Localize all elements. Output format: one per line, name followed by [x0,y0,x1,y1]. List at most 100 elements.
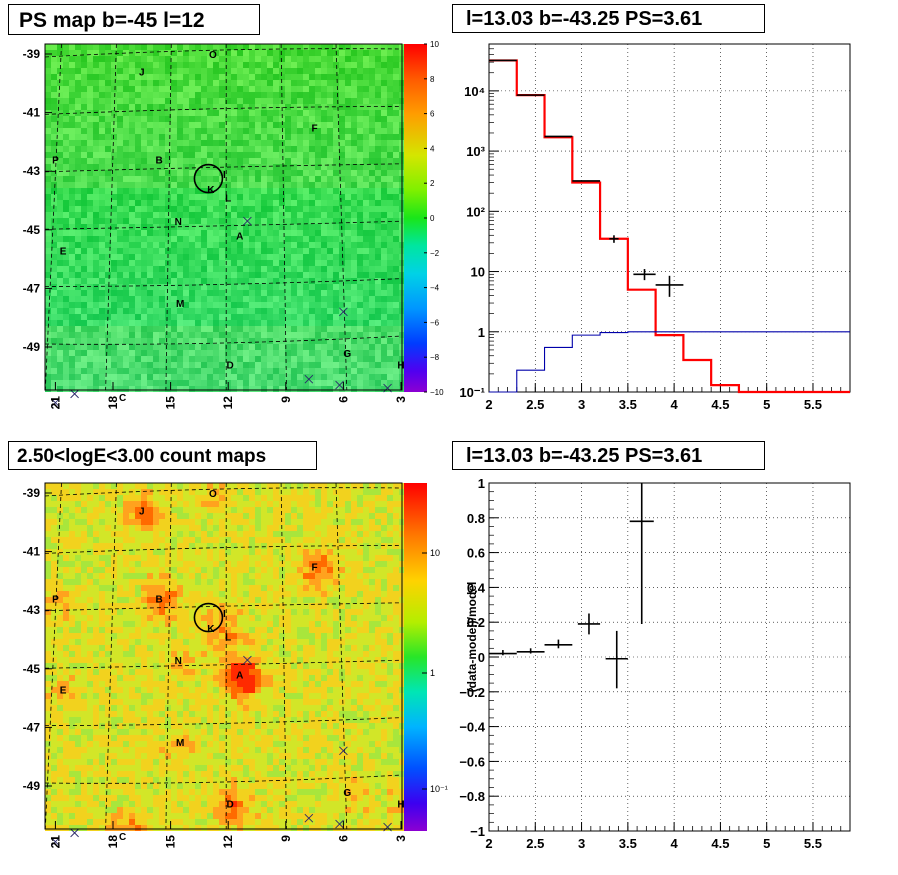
colorbar-tick-label: 10 [430,40,439,49]
ps-map-pixel [291,110,297,116]
ps-map-pixel [93,284,99,290]
ps-map-pixel [363,236,369,242]
ps-map-pixel [303,122,309,128]
ps-map-pixel [297,350,303,356]
ps-map-pixel [243,110,249,116]
cm-map-pixel [303,555,309,561]
ps-map-pixel [363,350,369,356]
cm-map-pixel [75,603,81,609]
ps-map-pixel [75,68,81,74]
ps-map-pixel [285,278,291,284]
ps-map-pixel [273,164,279,170]
cm-map-pixel [141,531,147,537]
ps-map-pixel [135,326,141,332]
ps-map-pixel [183,194,189,200]
ps-map-pixel [243,116,249,122]
cm-map-pixel [189,555,195,561]
ps-map-pixel [189,188,195,194]
ps-map-pixel [345,344,351,350]
ps-map-pixel [123,368,129,374]
ps-parallel-line [44,335,403,345]
ps-map-pixel [231,182,237,188]
ps-map-pixel [117,248,123,254]
ps-map-pixel [57,50,63,56]
ps-map-pixel [231,140,237,146]
cm-map-pixel [387,507,393,513]
ps-map-pixel [225,332,231,338]
ps-map-pixel [309,152,315,158]
cm-map-pixel [75,555,81,561]
ps-map-pixel [225,206,231,212]
ps-map-pixel [375,62,381,68]
cm-map-pixel [357,573,363,579]
cm-map-pixel [105,561,111,567]
ps-map-pixel [123,386,129,392]
ps-map-pixel [321,80,327,86]
cm-map-pixel [123,543,129,549]
ps-map-pixel [339,98,345,104]
ps-map-pixel [51,212,57,218]
ps-map-pixel [69,368,75,374]
ps-map-pixel [339,368,345,374]
ps-map-pixel [381,152,387,158]
ps-map-pixel [81,368,87,374]
ps-map-pixel [219,368,225,374]
cm-map-pixel [93,495,99,501]
ps-map-pixel [285,188,291,194]
ps-map-pixel [129,176,135,182]
cm-map-pixel [261,573,267,579]
ps-map-pixel [345,326,351,332]
ps-map-pixel [99,206,105,212]
ps-map-pixel [321,116,327,122]
ps-map-pixel [375,92,381,98]
ps-map-pixel [363,44,369,50]
cm-map-pixel [375,483,381,489]
ps-map-pixel [177,116,183,122]
ps-map-pixel [255,122,261,128]
cm-map-pixel [75,537,81,543]
cm-map-pixel [273,573,279,579]
ps-map-pixel [87,50,93,56]
ps-map-pixel [51,260,57,266]
ps-map-pixel [117,218,123,224]
ps-map-pixel [153,236,159,242]
ps-map-pixel [123,206,129,212]
ps-map-pixel [141,44,147,50]
cm-map-pixel [63,585,69,591]
ps-map-pixel [69,380,75,386]
ps-map-pixel [93,158,99,164]
ps-map-pixel [93,338,99,344]
cm-map-pixel [51,597,57,603]
cm-map-pixel [45,513,51,519]
ps-map-pixel [141,134,147,140]
ps-map-pixel [171,86,177,92]
ps-map-pixel [333,110,339,116]
cm-map-pixel [63,615,69,621]
ps-map-pixel [369,80,375,86]
ps-map-pixel [141,272,147,278]
cm-map-pixel [357,519,363,525]
cm-map-pixel [177,573,183,579]
cm-map-pixel [189,531,195,537]
ps-map-pixel [243,68,249,74]
cm-map-pixel [321,549,327,555]
cm-map-pixel [171,585,177,591]
ps-map-pixel [297,50,303,56]
ps-map-pixel [315,158,321,164]
ps-map-pixel [147,104,153,110]
ps-map-pixel [327,314,333,320]
ps-map-pixel [111,140,117,146]
cm-map-pixel [273,489,279,495]
ps-map-pixel [123,374,129,380]
cm-map-pixel [201,615,207,621]
cm-map-pixel [369,573,375,579]
cm-map-pixel [237,567,243,573]
ps-map-pixel [75,152,81,158]
ps-map-pixel [381,164,387,170]
ps-map-pixel [243,170,249,176]
cm-map-pixel [189,561,195,567]
ps-map-pixel [261,170,267,176]
ps-map-pixel [123,224,129,230]
ps-map-pixel [249,290,255,296]
